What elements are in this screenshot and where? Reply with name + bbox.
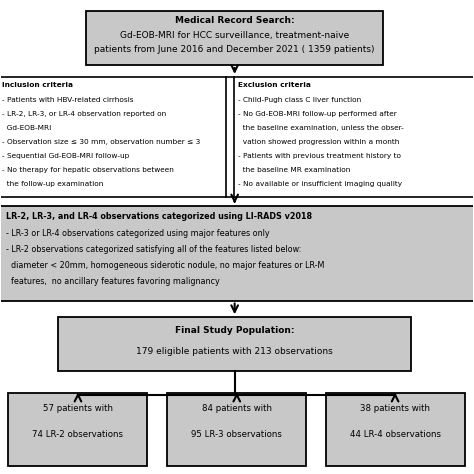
- Text: Exclusion criteria: Exclusion criteria: [238, 82, 311, 89]
- Text: - Observation size ≤ 30 mm, observation number ≤ 3: - Observation size ≤ 30 mm, observation …: [2, 139, 201, 145]
- Text: Gd-EOB-MRI for HCC surveillance, treatment-naive: Gd-EOB-MRI for HCC surveillance, treatme…: [120, 31, 349, 40]
- Text: 38 patients with: 38 patients with: [360, 404, 430, 413]
- Text: - Child-Pugh class C liver function: - Child-Pugh class C liver function: [238, 97, 362, 102]
- Text: - LR-3 or LR-4 observations categorized using major features only: - LR-3 or LR-4 observations categorized …: [6, 229, 270, 238]
- Text: 95 LR-3 observations: 95 LR-3 observations: [191, 430, 282, 439]
- Text: - LR-2, LR-3, or LR-4 observation reported on: - LR-2, LR-3, or LR-4 observation report…: [2, 111, 166, 117]
- FancyBboxPatch shape: [326, 392, 465, 465]
- Text: vation showed progression within a month: vation showed progression within a month: [238, 139, 400, 145]
- Text: 57 patients with: 57 patients with: [43, 404, 113, 413]
- Text: patients from June 2016 and December 2021 ( 1359 patients): patients from June 2016 and December 202…: [94, 45, 375, 54]
- Text: 179 eligible patients with 213 observations: 179 eligible patients with 213 observati…: [136, 347, 333, 356]
- Text: features,  no ancillary features favoring malignancy: features, no ancillary features favoring…: [6, 277, 220, 286]
- Text: the baseline MR examination: the baseline MR examination: [238, 167, 351, 173]
- Text: Inclusion criteria: Inclusion criteria: [2, 82, 73, 89]
- Text: - No therapy for hepatic observations between: - No therapy for hepatic observations be…: [2, 167, 174, 173]
- FancyBboxPatch shape: [0, 77, 474, 197]
- Text: 74 LR-2 observations: 74 LR-2 observations: [32, 430, 123, 439]
- Text: - Patients with HBV-related cirrhosis: - Patients with HBV-related cirrhosis: [2, 97, 134, 102]
- Text: - No Gd-EOB-MRI follow-up performed after: - No Gd-EOB-MRI follow-up performed afte…: [238, 111, 397, 117]
- Text: - LR-2 observations categorized satisfying all of the features listed below:: - LR-2 observations categorized satisfyi…: [6, 245, 301, 254]
- Text: 44 LR-4 observations: 44 LR-4 observations: [350, 430, 441, 439]
- Text: - Sequential Gd-EOB-MRI follow-up: - Sequential Gd-EOB-MRI follow-up: [2, 153, 129, 159]
- Text: LR-2, LR-3, and LR-4 observations categorized using LI-RADS v2018: LR-2, LR-3, and LR-4 observations catego…: [6, 212, 312, 221]
- Text: Medical Record Search:: Medical Record Search:: [175, 17, 294, 26]
- Text: - No available or insufficient imaging quality: - No available or insufficient imaging q…: [238, 182, 402, 187]
- Text: 84 patients with: 84 patients with: [202, 404, 272, 413]
- Text: the follow-up examination: the follow-up examination: [2, 182, 104, 187]
- FancyBboxPatch shape: [0, 206, 474, 301]
- FancyBboxPatch shape: [58, 317, 411, 371]
- FancyBboxPatch shape: [86, 11, 383, 65]
- Text: Gd-EOB-MRI: Gd-EOB-MRI: [2, 125, 52, 131]
- Text: - Patients with previous treatment history to: - Patients with previous treatment histo…: [238, 153, 401, 159]
- Text: diameter < 20mm, homogeneous siderotic nodule, no major features or LR-M: diameter < 20mm, homogeneous siderotic n…: [6, 261, 325, 270]
- FancyBboxPatch shape: [9, 392, 147, 465]
- Text: Final Study Population:: Final Study Population:: [175, 326, 294, 335]
- Text: the baseline examination, unless the obser-: the baseline examination, unless the obs…: [238, 125, 404, 131]
- FancyBboxPatch shape: [167, 392, 306, 465]
